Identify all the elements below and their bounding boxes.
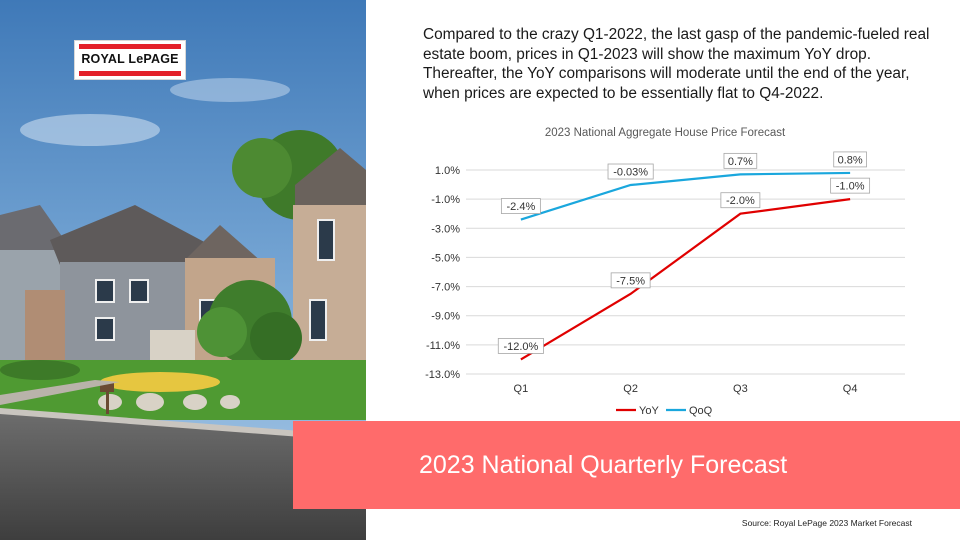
y-axis-ticks: 1.0% -1.0% -3.0% -5.0% -7.0% -9.0% -11.0% -13.0… (425, 165, 460, 381)
y-tick-label: -5.0% (431, 252, 460, 264)
data-label: -0.03% (607, 163, 654, 180)
title-banner: 2023 National Quarterly Forecast (293, 421, 960, 509)
description-text: Compared to the crazy Q1-2022, the last … (423, 26, 930, 102)
data-label-text: -0.03% (613, 167, 648, 179)
royal-lepage-logo: ROYAL LePAGE (74, 40, 186, 80)
banner-title: 2023 National Quarterly Forecast (419, 451, 788, 479)
source-note: Source: Royal LePage 2023 Market Forecas… (741, 518, 912, 528)
chart-gridlines (466, 169, 905, 375)
y-tick-label: -11.0% (426, 340, 460, 352)
x-tick-label: Q4 (843, 383, 858, 395)
x-tick-label: Q3 (733, 383, 748, 395)
y-tick-label: -9.0% (431, 311, 460, 323)
house-photo (0, 0, 366, 540)
x-tick-label: Q1 (514, 383, 529, 395)
data-label-box (833, 151, 867, 168)
data-label: -7.5% (610, 272, 651, 289)
y-tick-label: -1.0% (431, 194, 460, 206)
data-label-text: -12.0% (503, 341, 538, 353)
chart-title: 2023 National Aggregate House Price Fore… (544, 127, 786, 139)
line-chart: 1.0% -1.0% -3.0% -5.0% -7.0% -9.0% -11.0% -13.0… (425, 151, 905, 417)
data-label: 0.7% (723, 152, 758, 169)
data-label-box (500, 198, 541, 214)
data-label-text: -1.0% (836, 181, 865, 193)
legend-label: QoQ (689, 405, 713, 417)
data-label-text: -2.4% (507, 201, 536, 213)
y-tick-label: -3.0% (431, 223, 460, 235)
x-tick-label: Q2 (623, 383, 638, 395)
data-label: -1.0% (830, 177, 871, 194)
y-tick-label: -7.0% (431, 282, 460, 294)
y-tick-label: -13.0% (425, 369, 460, 381)
data-label-box (720, 192, 761, 209)
data-label-box (497, 338, 544, 354)
logo-bar-bottom (79, 71, 181, 76)
series-line-qoq (520, 171, 851, 221)
data-label-text: -7.5% (616, 275, 645, 287)
data-label: -2.0% (720, 192, 761, 209)
data-label-box (607, 163, 654, 180)
chart-legend: YoY QoQ (616, 405, 713, 417)
data-label-text: 0.7% (728, 156, 753, 168)
logo-text: ROYAL LePAGE (81, 52, 179, 66)
series-line-yoy (520, 198, 851, 361)
data-label-box (610, 272, 651, 289)
data-label: -2.4% (500, 198, 541, 214)
data-label: 0.8% (833, 151, 867, 168)
logo-bar-top (79, 44, 181, 49)
legend-label: YoY (639, 405, 659, 417)
data-label-text: 0.8% (838, 154, 863, 166)
data-label-box (723, 152, 758, 169)
chart-series: -12.0% -7.5% -2.0% -1.0% -2.4% -0.03% 0.7% 0.8% (497, 151, 871, 361)
x-axis-ticks: Q1 Q2 Q3 Q4 (514, 383, 858, 395)
y-tick-label: 1.0% (435, 165, 460, 177)
data-label-text: -2.0% (726, 195, 755, 207)
data-label: -12.0% (497, 338, 544, 354)
data-label-box (830, 177, 871, 194)
